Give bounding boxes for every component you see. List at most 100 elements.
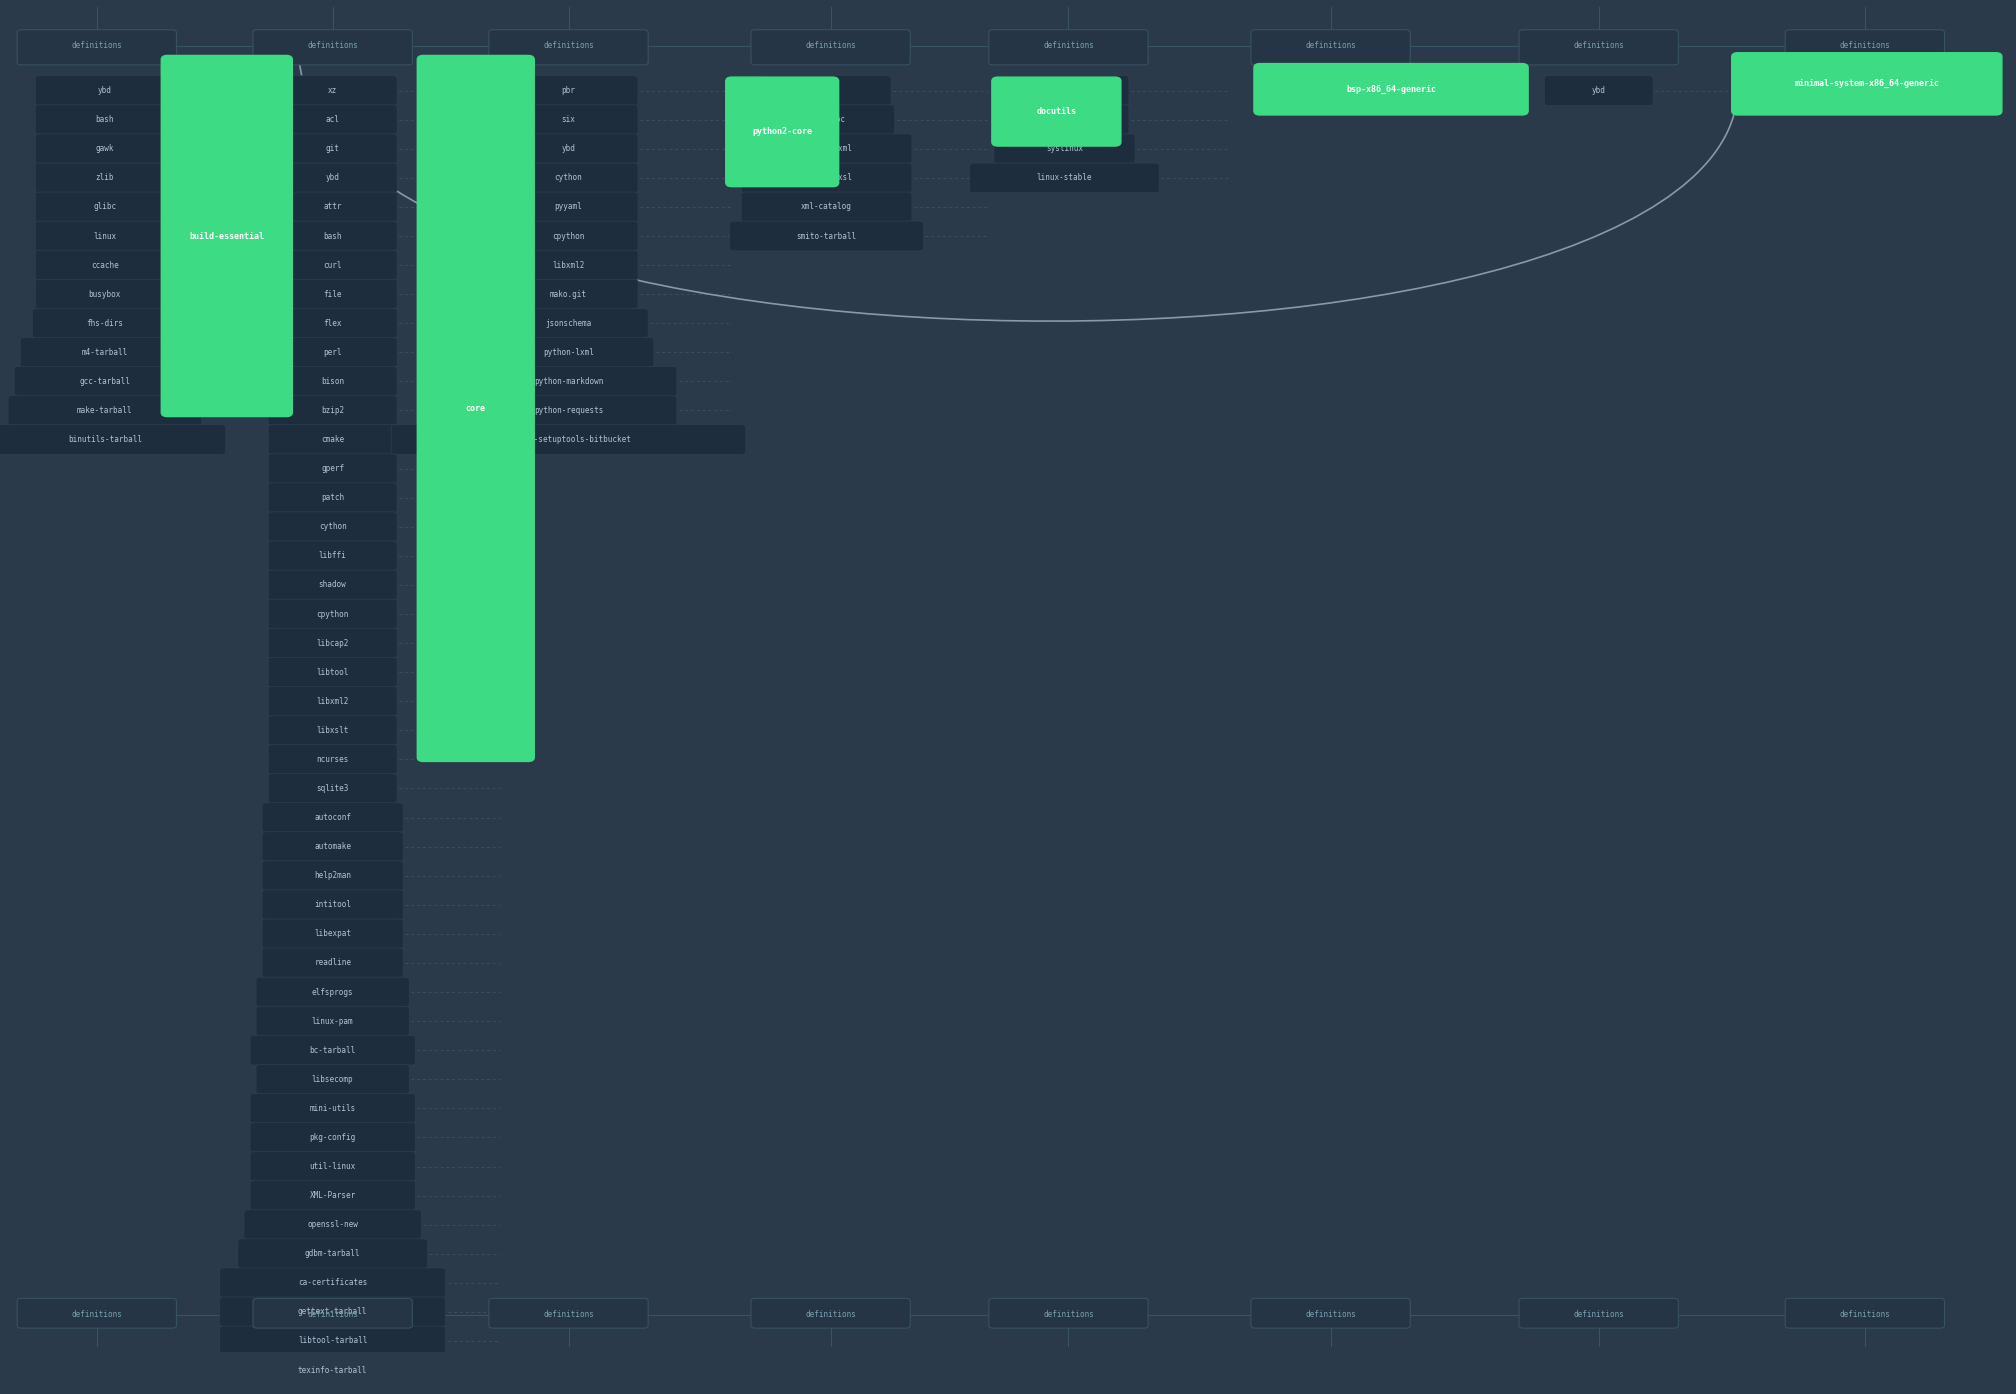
Text: help2man: help2man [314, 871, 351, 880]
Text: definitions: definitions [1839, 1310, 1891, 1319]
FancyBboxPatch shape [460, 367, 677, 396]
Text: definitions: definitions [542, 1310, 595, 1319]
FancyBboxPatch shape [250, 1122, 415, 1153]
FancyBboxPatch shape [250, 1036, 415, 1065]
Text: linux: linux [93, 231, 117, 241]
FancyBboxPatch shape [220, 1355, 446, 1384]
FancyBboxPatch shape [250, 1093, 415, 1124]
FancyBboxPatch shape [742, 134, 911, 163]
FancyBboxPatch shape [268, 105, 397, 135]
FancyBboxPatch shape [758, 105, 895, 135]
FancyBboxPatch shape [268, 192, 397, 222]
FancyBboxPatch shape [34, 192, 173, 222]
FancyBboxPatch shape [970, 163, 1159, 192]
Text: libtool-tarball: libtool-tarball [298, 1337, 367, 1345]
FancyBboxPatch shape [268, 222, 397, 251]
FancyBboxPatch shape [34, 163, 173, 192]
Text: texinfo-tarball: texinfo-tarball [298, 1366, 367, 1374]
FancyBboxPatch shape [262, 832, 403, 861]
FancyBboxPatch shape [268, 541, 397, 570]
FancyBboxPatch shape [268, 279, 397, 309]
Text: openssl-new: openssl-new [306, 1220, 359, 1230]
Text: definitions: definitions [1042, 42, 1095, 50]
Text: ybd: ybd [562, 144, 575, 153]
Text: cython: cython [554, 173, 583, 183]
FancyBboxPatch shape [988, 1298, 1149, 1328]
Text: ybd: ybd [821, 86, 833, 95]
Text: shadow: shadow [319, 580, 347, 590]
Text: definitions: definitions [1572, 42, 1625, 50]
Text: ybd: ybd [99, 86, 111, 95]
FancyBboxPatch shape [1544, 75, 1653, 106]
FancyBboxPatch shape [268, 454, 397, 484]
Text: automake: automake [314, 842, 351, 852]
Text: m4-tarball: m4-tarball [83, 348, 127, 357]
FancyBboxPatch shape [14, 367, 196, 396]
FancyBboxPatch shape [268, 250, 397, 280]
Text: minimal-system-x86_64-generic: minimal-system-x86_64-generic [1794, 79, 1939, 88]
Text: definitions: definitions [1042, 1310, 1095, 1319]
Text: libffi: libffi [319, 552, 347, 560]
FancyBboxPatch shape [262, 803, 403, 832]
FancyBboxPatch shape [262, 948, 403, 977]
FancyBboxPatch shape [1250, 1298, 1411, 1328]
Text: pyyaml: pyyaml [554, 202, 583, 212]
Text: python-setuptools-bitbucket: python-setuptools-bitbucket [506, 435, 631, 445]
Text: definitions: definitions [542, 42, 595, 50]
FancyBboxPatch shape [254, 29, 413, 66]
FancyBboxPatch shape [238, 1239, 427, 1269]
Text: gawk: gawk [95, 144, 115, 153]
FancyBboxPatch shape [498, 279, 637, 309]
Text: smito-tarball: smito-tarball [796, 231, 857, 241]
FancyBboxPatch shape [268, 308, 397, 339]
FancyBboxPatch shape [262, 919, 403, 949]
FancyBboxPatch shape [34, 134, 173, 163]
FancyBboxPatch shape [268, 337, 397, 367]
Text: libxslt: libxslt [317, 726, 349, 735]
FancyBboxPatch shape [268, 482, 397, 513]
Text: definitions: definitions [306, 42, 359, 50]
Text: libxml2: libxml2 [552, 261, 585, 269]
FancyBboxPatch shape [34, 250, 173, 280]
FancyBboxPatch shape [8, 396, 202, 425]
Text: attr: attr [323, 202, 343, 212]
FancyBboxPatch shape [220, 1326, 446, 1356]
FancyBboxPatch shape [1732, 53, 2002, 114]
Text: libexpat: libexpat [314, 930, 351, 938]
Text: jsonschema: jsonschema [546, 319, 591, 328]
FancyBboxPatch shape [994, 134, 1135, 163]
FancyBboxPatch shape [0, 425, 226, 454]
FancyBboxPatch shape [268, 744, 397, 774]
FancyBboxPatch shape [1520, 29, 1677, 66]
Text: file: file [323, 290, 343, 298]
FancyBboxPatch shape [417, 56, 534, 761]
FancyBboxPatch shape [34, 279, 173, 309]
Text: definitions: definitions [306, 1310, 359, 1319]
Text: xml-catalog: xml-catalog [800, 202, 853, 212]
FancyBboxPatch shape [1000, 75, 1129, 106]
Text: ybd: ybd [1845, 86, 1857, 95]
FancyBboxPatch shape [268, 570, 397, 599]
Text: cpython: cpython [317, 609, 349, 619]
Text: fhs-dirs: fhs-dirs [87, 319, 123, 328]
Text: python-markdown: python-markdown [534, 376, 603, 386]
FancyBboxPatch shape [268, 396, 397, 425]
FancyBboxPatch shape [1250, 29, 1411, 66]
FancyBboxPatch shape [726, 77, 839, 187]
FancyBboxPatch shape [268, 629, 397, 658]
Text: python-lxml: python-lxml [542, 348, 595, 357]
Text: bsp-x86_64-generic: bsp-x86_64-generic [1347, 85, 1435, 93]
FancyBboxPatch shape [1796, 75, 1905, 106]
Text: mini-utils: mini-utils [310, 1104, 355, 1112]
FancyBboxPatch shape [1786, 1298, 1943, 1328]
FancyBboxPatch shape [488, 1298, 647, 1328]
Text: docutils: docutils [1036, 107, 1077, 116]
FancyBboxPatch shape [18, 1298, 177, 1328]
FancyBboxPatch shape [268, 425, 397, 454]
Text: make-tarball: make-tarball [77, 406, 133, 415]
FancyBboxPatch shape [250, 1181, 415, 1210]
FancyBboxPatch shape [268, 75, 397, 106]
FancyBboxPatch shape [988, 29, 1149, 66]
Text: pbr: pbr [562, 86, 575, 95]
FancyBboxPatch shape [220, 1269, 446, 1298]
